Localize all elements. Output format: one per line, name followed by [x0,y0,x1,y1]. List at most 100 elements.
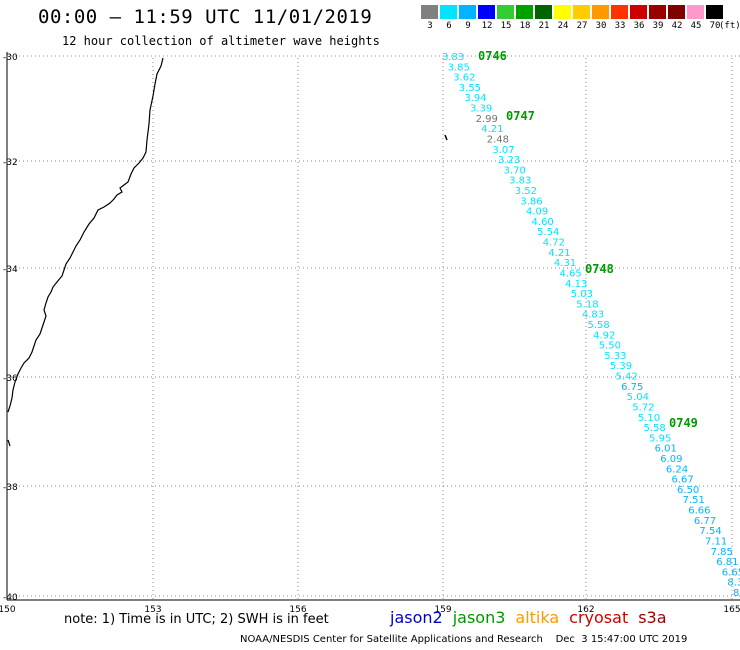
track-point-dark [444,134,448,141]
satellite-s3a: s3a [638,608,667,627]
satellite-cryosat: cryosat [569,608,629,627]
swh-value: 6.75 [621,382,643,393]
swh-value: 4.09 [526,207,548,218]
swh-value: 3.70 [504,165,526,176]
swh-value: 5.58 [643,423,665,434]
scale-unit: (ft) [719,21,740,31]
swh-value: 8 [733,588,739,599]
swh-value: 4.21 [548,248,570,259]
scale-swatch [706,5,723,19]
satellite-altika: altika [515,608,560,627]
swh-value: 5.54 [537,227,559,238]
swh-value: 3.83 [442,52,464,63]
scale-label: 45 [690,21,702,31]
time-label: 0747 [506,109,535,123]
satellite-jason2: jason2 [390,608,443,627]
swh-value: 4.65 [560,268,582,279]
scale-swatch [592,5,609,19]
satellite-legend: jason2 jason3 altika cryosat s3a [390,608,677,627]
swh-value: 5.10 [638,413,660,424]
swh-value: 7.85 [711,547,733,558]
swh-value: 2.48 [487,134,509,145]
scale-label: 15 [500,21,512,31]
swh-value: 3.85 [448,62,470,73]
scale-label: 33 [614,21,626,31]
scale-swatch [459,5,476,19]
scale-swatch [630,5,647,19]
scale-label: 36 [633,21,645,31]
satellite-jason3: jason3 [452,608,506,627]
scale-swatch [554,5,571,19]
swh-value: 7.51 [683,495,705,506]
scale-swatch [649,5,666,19]
scale-label: 6 [446,21,452,31]
scale-label: 12 [481,21,493,31]
scale-label: 42 [671,21,683,31]
swh-value: 5.95 [649,433,671,444]
lon-tick-label: 162 [577,605,594,615]
scale-swatch [687,5,704,19]
scale-swatch [440,5,457,19]
scale-swatch [478,5,495,19]
time-label: 0746 [478,49,507,63]
swh-value: 4.60 [532,217,554,228]
swh-value: 3.52 [515,186,537,197]
lat-tick-label: -34 [3,265,18,275]
lat-tick-label: -30 [3,53,18,63]
scale-swatch [573,5,590,19]
swh-value: 6.24 [666,464,688,475]
scale-label: 30 [595,21,607,31]
scale-label: 9 [465,21,471,31]
swh-value: 5.72 [632,402,654,413]
swh-value: 6.50 [677,485,699,496]
lon-tick-label: 153 [144,605,161,615]
swh-value: 6.66 [688,506,710,517]
swh-value: 2.99 [476,114,498,125]
swh-value: 6.77 [694,516,716,527]
lat-tick-label: -40 [3,593,18,603]
coastline-fragment [7,439,11,447]
graticule [7,55,740,600]
swh-value: 3.94 [464,93,486,104]
swh-value: 5.50 [599,341,621,352]
swh-value: 5.39 [610,361,632,372]
scale-label: 70 [709,21,721,31]
swh-value: 8.3 [727,578,740,589]
swh-value: 6.67 [671,475,693,486]
lat-tick-label: -36 [3,374,18,384]
time-label: 0748 [585,262,614,276]
scale-swatch [516,5,533,19]
scale-label: 24 [557,21,569,31]
map-title: 00:00 – 11:59 UTC 11/01/2019 [38,6,373,28]
swh-value: 4.92 [593,330,615,341]
lon-tick-label: 159 [434,605,451,615]
altimeter-track: 3.833.853.623.553.943.392.994.212.483.07… [442,49,740,599]
scale-label: 18 [519,21,531,31]
swh-value: 3.86 [520,196,542,207]
swh-value: 7.54 [699,526,721,537]
scale-label: 3 [427,21,433,31]
scale-label: 39 [652,21,664,31]
swh-value: 4.21 [481,124,503,135]
credit-line: NOAA/NESDIS Center for Satellite Applica… [240,634,688,645]
swh-value: 5.58 [588,320,610,331]
swh-value: 4.72 [543,238,565,249]
swh-value: 6.09 [660,454,682,465]
lon-tick-label: 156 [289,605,306,615]
time-label: 0749 [669,416,698,430]
swh-value: 6.01 [655,444,677,455]
swh-value: 5.03 [571,289,593,300]
swh-value: 5.33 [604,351,626,362]
swh-value: 4.83 [582,310,604,321]
scale-swatch [668,5,685,19]
swh-value: 3.39 [470,104,492,115]
lat-tick-label: -38 [3,483,18,493]
swh-value: 3.23 [498,155,520,166]
map-subtitle: 12 hour collection of altimeter wave hei… [62,34,380,48]
swh-value: 4.31 [554,258,576,269]
swh-value: 4.13 [565,279,587,290]
lon-tick-label: 165 [723,605,740,615]
swh-value: 5.04 [627,392,649,403]
swh-value: 3.07 [492,145,514,156]
